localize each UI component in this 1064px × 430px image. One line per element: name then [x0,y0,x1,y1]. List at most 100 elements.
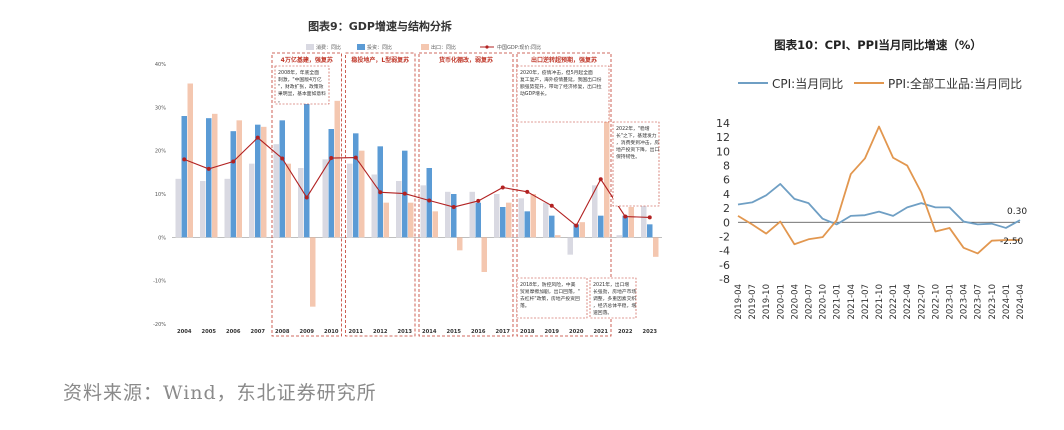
gdp-x-tick-label: 2018 [520,329,535,335]
gdp-line-path [184,136,650,227]
cpi-y-tick-label: 6 [723,174,730,187]
gdp-line-point [378,190,383,195]
gdp-legend-marker [485,45,489,49]
gdp-y-tick-label: -20% [153,322,166,328]
gdp-note-text: 保持韧性。 [616,153,640,160]
gdp-x-tick-label: 2020 [569,329,584,335]
cpi-y-tick-label: 8 [723,160,730,173]
gdp-x-tick-label: 2007 [251,329,266,335]
cpi-y-tick-label: -4 [719,245,730,258]
gdp-x-tick-label: 2010 [324,329,339,335]
cpi-y-tick-label: 4 [723,188,730,201]
gdp-note-text: 调整，多重因素交织 [593,295,636,302]
cpi-x-tick-label: 2021-10 [875,284,885,320]
cpi-x-tick-label: 2019-07 [748,284,758,320]
gdp-chart-title: 图表9：GDP增速与结构分拆 [308,19,452,33]
gdp-bar [579,222,585,238]
gdp-chart-line [182,135,652,228]
cpi-ppi-chart-lines [737,125,1021,255]
gdp-legend-swatch [357,44,365,50]
gdp-x-tick-label: 2004 [177,329,192,335]
gdp-bar [567,237,573,255]
gdp-bar [310,237,316,307]
cpi-ppi-chart-annotations: 0.30 -2.50 [1000,207,1027,247]
gdp-period-box [418,52,514,337]
gdp-bar [641,204,647,238]
gdp-x-tick-label: 2012 [373,329,388,335]
gdp-bar [200,181,206,238]
cpi-x-tick-label: 2022-04 [903,284,913,320]
gdp-line-point [647,215,652,220]
gdp-x-tick-label: 2019 [545,329,560,335]
gdp-bar [500,207,506,238]
gdp-bar [255,124,261,238]
gdp-note-text: 2022年，"稳增 [616,125,650,132]
gdp-note-text: 落。 [520,302,530,309]
gdp-bar [653,237,659,257]
cpi-x-tick-label: 2020-04 [790,284,800,320]
gdp-x-tick-label: 2006 [226,329,241,335]
gdp-bar [543,202,549,238]
gdp-bar [432,211,438,238]
gdp-line-point [574,223,579,228]
gdp-note-text: 去杠杆"政策，房地产投资回 [520,295,580,302]
cpi-x-tick-label: 2023-04 [960,284,970,320]
gdp-bar [175,178,181,238]
gdp-line-point [206,166,211,171]
gdp-x-tick-label: 2009 [300,329,315,335]
gdp-line-point [231,159,236,164]
gdp-line-point [451,205,456,209]
gdp-legend-label: 出口：同比 [431,44,456,51]
gdp-bar [383,202,389,238]
cpi-x-tick-label: 2023-10 [988,284,998,320]
cpi-x-tick-label: 2022-01 [889,284,899,320]
gdp-bar [347,163,353,238]
gdp-bar [647,224,653,238]
gdp-note-text: 果明显，基本面如意料 [278,90,326,97]
cpi-ppi-chart: 图表10：CPI、PPI当月同比增速（%） CPI:当月同比 PPI:全部工业品:… [716,38,1027,320]
cpi-ppi-chart-legend: CPI:当月同比 PPI:全部工业品:当月同比 [738,76,1022,91]
gdp-bar [494,194,500,238]
gdp-note-text: 2008年，年底全面 [278,69,319,76]
gdp-bar [549,215,555,238]
gdp-bar [598,215,604,238]
gdp-y-tick-label: 20% [155,149,166,155]
gdp-y-tick-label: 30% [155,105,166,111]
gdp-note-box [612,121,660,207]
gdp-x-tick-label: 2017 [496,329,511,335]
gdp-x-tick-label: 2015 [447,329,462,335]
gdp-note-text: 2021年，出口增 [593,281,629,288]
cpi-legend-label: CPI:当月同比 [772,77,843,91]
cpi-y-tick-label: 12 [716,131,730,144]
cpi-x-tick-label: 2021-07 [861,284,871,320]
gdp-note-box [516,277,588,319]
cpi-x-tick-label: 2024-01 [1002,284,1012,320]
gdp-line-point [304,195,309,200]
gdp-line-point [525,189,530,194]
cpi-x-tick-label: 2022-10 [931,284,941,320]
ppi-legend-label: PPI:全部工业品:当月同比 [888,76,1022,91]
gdp-line-point [598,177,603,182]
gdp-legend-label: 中国GDP:现价:同比 [497,44,541,51]
gdp-line-point [476,198,481,203]
gdp-bar [524,211,530,238]
cpi-line [737,183,1021,229]
gdp-y-tick-label: 10% [155,192,166,198]
gdp-legend-label: 消费：同比 [316,44,341,51]
gdp-legend-label: 投资：同比 [367,44,392,51]
cpi-x-tick-label: 2021-01 [833,284,843,320]
gdp-x-tick-label: 2013 [398,329,413,335]
gdp-note-text: 刺激，"中国版4万亿 [278,76,322,83]
gdp-period-label: 出口逆转超预期，强复苏 [531,56,597,64]
gdp-bar [604,107,610,238]
gdp-bar [628,207,634,238]
cpi-x-tick-label: 2020-10 [819,284,829,320]
gdp-bar [224,178,230,238]
cpi-x-tick-label: 2021-04 [847,284,857,320]
gdp-legend-swatch [306,44,314,50]
gdp-note-text: 2018年，防控风险，中美 [520,281,576,288]
gdp-bar [475,202,481,238]
gdp-chart: 图表9：GDP增速与结构分拆 消费：同比 投资：同比 出口：同比 中国GDP:现价:同… [153,19,662,337]
gdp-bar [230,131,236,238]
